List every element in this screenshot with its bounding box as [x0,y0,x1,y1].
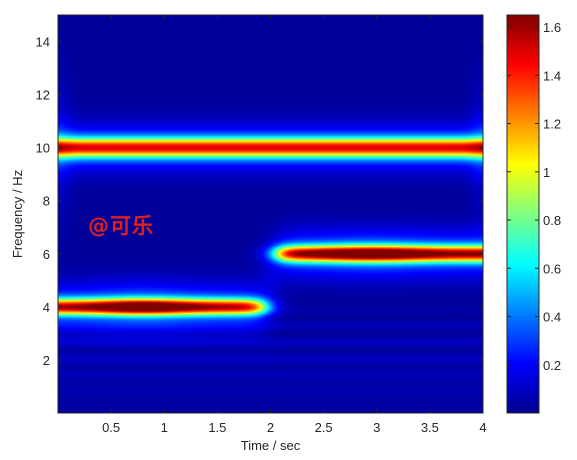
colorbar-frame [506,14,540,414]
y-tick-label: 8 [43,194,50,209]
colorbar-tick-label: 0.2 [543,358,561,373]
x-axis-label: Time / sec [241,438,301,453]
x-tick-label: 2.5 [315,420,333,435]
colorbar-tick-label: 0.6 [543,261,561,276]
heatmap-image [58,15,483,413]
colorbar-tick-label: 1 [543,165,550,180]
colorbar-tick-label: 0.4 [543,310,561,325]
y-tick-label: 12 [36,88,50,103]
colorbar: 0.2 0.4 0.6 0.8 1 1.2 1.4 1.6 [506,14,561,414]
colorbar-gradient [507,15,539,413]
y-tick-label: 4 [43,300,50,315]
x-tick-label: 2 [267,420,274,435]
colorbar-tick-label: 1.2 [543,117,561,132]
colorbar-tick-label: 1.4 [543,68,561,83]
x-tick-label: 1.5 [208,420,226,435]
x-tick-label: 4 [479,420,486,435]
x-tick-label: 0.5 [102,420,120,435]
watermark-text: @可乐 [88,214,154,238]
y-tick-label: 6 [43,247,50,262]
y-tick-label: 10 [36,141,50,156]
colorbar-tick-label: 1.6 [543,20,561,35]
plot-area [58,15,483,413]
axes: 0.5 1 1.5 2 2.5 3 3.5 4 2 4 6 8 10 12 14 Time / sec Freq… [10,14,487,453]
y-axis-label: Frequency / Hz [10,170,25,258]
y-tick-label: 2 [43,353,50,368]
x-tick-label: 3.5 [421,420,439,435]
x-tick-label: 1 [161,420,168,435]
y-tick-label: 14 [36,35,50,50]
x-tick-label: 3 [373,420,380,435]
colorbar-tick-label: 0.8 [543,213,561,228]
